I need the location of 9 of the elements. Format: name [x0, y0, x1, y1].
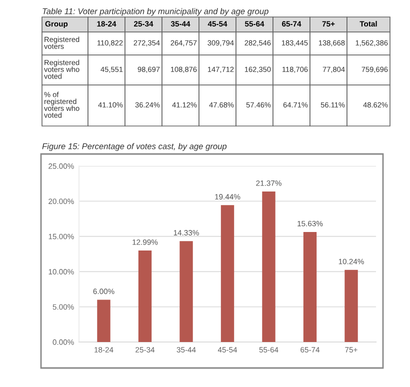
- bar: [262, 192, 276, 342]
- text: Table 11: Voter participation by municipality and by age group: [42, 8, 268, 16]
- chart-title: Figure 15: Percentage of votes cast, by age group: [42, 143, 227, 151]
- bar: [220, 205, 234, 342]
- bar: [180, 241, 193, 342]
- bar: [303, 232, 317, 342]
- bar: [138, 250, 152, 342]
- bar: [344, 270, 358, 342]
- bar: [97, 300, 110, 342]
